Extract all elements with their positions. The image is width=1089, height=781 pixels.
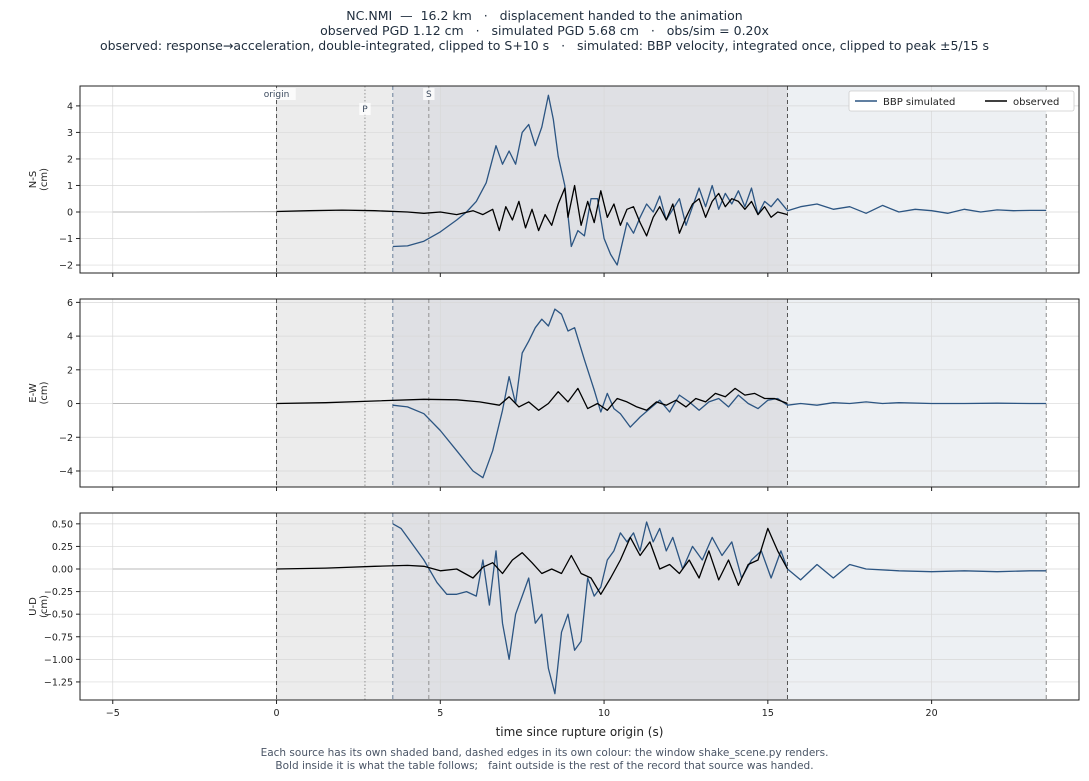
observed-window-band (276, 513, 393, 700)
marker-label-p: P (362, 105, 368, 115)
y-tick-label: 4 (67, 101, 73, 112)
panel-frame (79, 298, 1080, 488)
y-tick-label: −1 (59, 234, 73, 245)
marker-label-bg (423, 88, 435, 100)
x-tick-label: 20 (926, 708, 938, 719)
panel-n-s: −2 −1 0 1 2 3 4 N-S (cm) origin P S BBP simulated obs… (28, 85, 1080, 277)
panel-frame (79, 512, 1080, 701)
x-tick-label: 10 (598, 708, 610, 719)
series-observed-line (276, 184, 788, 237)
window-overlap-band (392, 299, 788, 487)
y-tick-label: −1.00 (44, 655, 73, 666)
y-axis-label: E-W (28, 383, 39, 403)
y-axis-unit-label: (cm) (39, 595, 50, 618)
y-tick-label: −4 (59, 466, 73, 477)
y-tick-label: 0.25 (52, 542, 73, 553)
x-tick-label: 0 (274, 708, 280, 719)
simulated-window-band (787, 86, 1047, 273)
marker-label-bg (359, 103, 371, 115)
series-bbp-simulated-line (392, 308, 1047, 479)
series-bbp-simulated-line (392, 94, 1047, 266)
legend-label-observed: observed (1013, 97, 1059, 108)
y-tick-label: −0.75 (44, 632, 73, 643)
panel-frame (79, 85, 1080, 274)
y-tick-label: −2 (59, 433, 73, 444)
y-tick-label: 0.00 (52, 565, 73, 576)
y-tick-label: 6 (67, 298, 73, 309)
series-bbp-simulated-line (392, 521, 1047, 695)
series-observed-faint-line (112, 211, 277, 213)
y-axis-label: U-D (28, 597, 39, 616)
marker-label-origin: origin (264, 90, 290, 100)
x-tick-label: 15 (762, 708, 774, 719)
series-observed-line (276, 527, 789, 595)
legend: BBP simulated observed (848, 90, 1075, 112)
y-tick-label: 2 (67, 365, 73, 376)
y-tick-label: 3 (67, 128, 73, 139)
y-tick-label: 0.50 (52, 519, 73, 530)
footnote-line-2: Bold inside it is what the table follows… (275, 760, 814, 772)
figure-footnote: Each source has its own shaded band, das… (0, 747, 1089, 773)
y-axis-label: N-S (28, 171, 39, 188)
window-overlap-band (392, 86, 788, 273)
y-tick-label: −1.25 (44, 677, 73, 688)
observed-window-band (276, 299, 393, 487)
figure-title-line-2: observed PGD 1.12 cm · simulated PGD 5.6… (320, 23, 769, 38)
series-observed-line (276, 387, 788, 411)
legend-box (848, 90, 1075, 112)
x-tick-label: −5 (106, 708, 120, 719)
y-tick-label: 0 (67, 207, 73, 218)
x-tick-label: 5 (437, 708, 443, 719)
footnote-line-1: Each source has its own shaded band, das… (260, 747, 829, 759)
simulated-window-band (787, 299, 1047, 487)
window-overlap-band (392, 513, 788, 700)
y-tick-label: 0 (67, 399, 73, 410)
y-tick-label: −2 (59, 261, 73, 272)
y-tick-label: 1 (67, 181, 73, 192)
panel-u-d: −1.25 −1.00 −0.75 −0.50 −0.25 0.00 0.25 0.50 −5 0… (28, 512, 1080, 719)
figure-title-line-3: observed: response→acceleration, double-… (99, 38, 990, 53)
y-tick-label: −0.25 (44, 587, 73, 598)
y-tick-label: −0.50 (44, 610, 73, 621)
observed-window-band (276, 86, 393, 273)
simulated-window-band (787, 513, 1047, 700)
x-axis-label: time since rupture origin (s) (496, 725, 664, 739)
marker-label-s: S (426, 90, 432, 100)
y-axis-unit-label: (cm) (39, 381, 50, 404)
panel-e-w: −4 −2 0 2 4 6 E-W (cm) (28, 298, 1080, 491)
figure-title-block: NC.NMI — 16.2 km · displacement handed t… (0, 8, 1089, 53)
marker-label-bg (257, 88, 296, 100)
figure-title-line-1: NC.NMI — 16.2 km · displacement handed t… (346, 8, 743, 23)
y-axis-unit-label: (cm) (39, 168, 50, 191)
y-tick-label: 2 (67, 154, 73, 165)
legend-label-simulated: BBP simulated (883, 97, 955, 108)
y-tick-label: 4 (67, 332, 73, 343)
